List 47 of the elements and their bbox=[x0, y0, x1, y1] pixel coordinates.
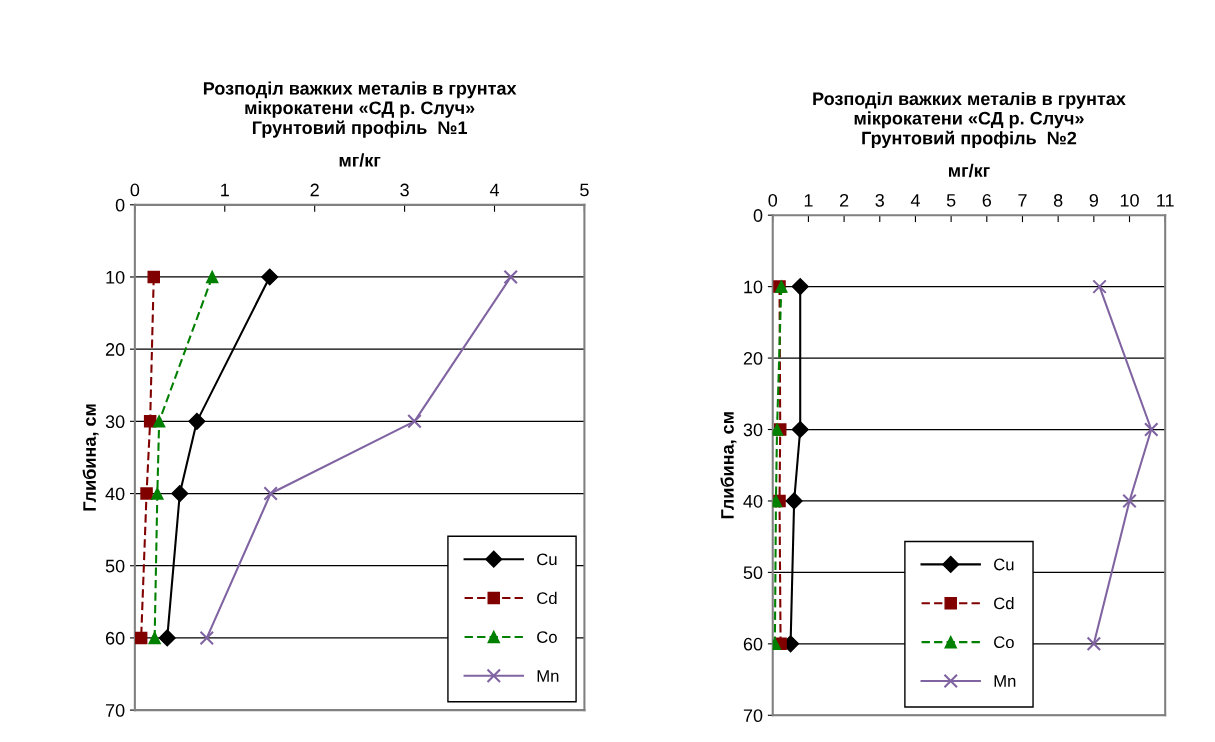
y-tick-label: 50 bbox=[105, 559, 125, 573]
legend-label: Cu bbox=[537, 553, 557, 566]
x-tick-label: 8 bbox=[1053, 193, 1063, 207]
x-tick-label: 7 bbox=[1018, 194, 1027, 207]
x-tick-label: 6 bbox=[982, 193, 992, 207]
x-tick-label: 10 bbox=[1120, 193, 1139, 207]
y-tick-label: 60 bbox=[105, 631, 125, 645]
x-axis-title: мг/кг bbox=[339, 153, 381, 167]
chart-title: Розподіл важких металів в грунтах мікрокатени «СД р. Случ» Грунтовий профіль №1 bbox=[203, 81, 517, 138]
y-tick-label: 20 bbox=[105, 343, 125, 356]
y-tick-label: 10 bbox=[744, 280, 763, 294]
x-tick-label: 4 bbox=[489, 183, 499, 197]
x-tick-label: 1 bbox=[804, 194, 813, 207]
x-axis-title: мг/кг bbox=[949, 163, 990, 178]
x-tick-label: 1 bbox=[221, 183, 229, 197]
x-tick-label: 9 bbox=[1089, 193, 1098, 207]
y-tick-label: 40 bbox=[743, 494, 763, 508]
y-tick-label: 70 bbox=[105, 704, 125, 717]
x-tick-label: 2 bbox=[310, 183, 319, 197]
x-tick-label: 5 bbox=[580, 183, 589, 197]
legend-label: Cd bbox=[537, 591, 557, 605]
y-axis-title: Глибина, см bbox=[82, 404, 99, 511]
legend-label: Cd bbox=[994, 597, 1014, 610]
y-axis-title: Глибина, см bbox=[720, 412, 737, 519]
y-tick-label: 20 bbox=[743, 352, 763, 365]
x-tick-label: 2 bbox=[839, 193, 849, 207]
legend-label: Mn bbox=[537, 670, 559, 682]
y-tick-label: 30 bbox=[105, 415, 125, 429]
legend-label: Mn bbox=[994, 675, 1016, 687]
x-tick-label: 5 bbox=[946, 194, 956, 207]
x-tick-label: 3 bbox=[875, 193, 884, 207]
y-tick-label: 60 bbox=[743, 637, 763, 651]
legend-label: Co bbox=[537, 631, 557, 643]
y-tick-label: 0 bbox=[753, 209, 763, 222]
x-tick-label: 11 bbox=[1157, 194, 1174, 207]
y-tick-label: 50 bbox=[743, 566, 763, 580]
y-tick-label: 70 bbox=[743, 709, 763, 723]
x-tick-label: 0 bbox=[768, 193, 778, 207]
x-tick-label: 4 bbox=[910, 194, 920, 207]
x-tick-label: 0 bbox=[130, 183, 140, 197]
legend-label: Co bbox=[994, 636, 1014, 649]
x-tick-label: 3 bbox=[400, 183, 409, 197]
legend-label: Cu bbox=[994, 558, 1014, 571]
y-tick-label: 40 bbox=[105, 487, 125, 501]
y-tick-label: 10 bbox=[106, 270, 125, 284]
y-tick-label: 30 bbox=[743, 423, 763, 437]
chart-title: Розподіл важких металів в грунтах мікрокатени «СД р. Случ» Грунтовий профіль №2 bbox=[813, 91, 1126, 149]
